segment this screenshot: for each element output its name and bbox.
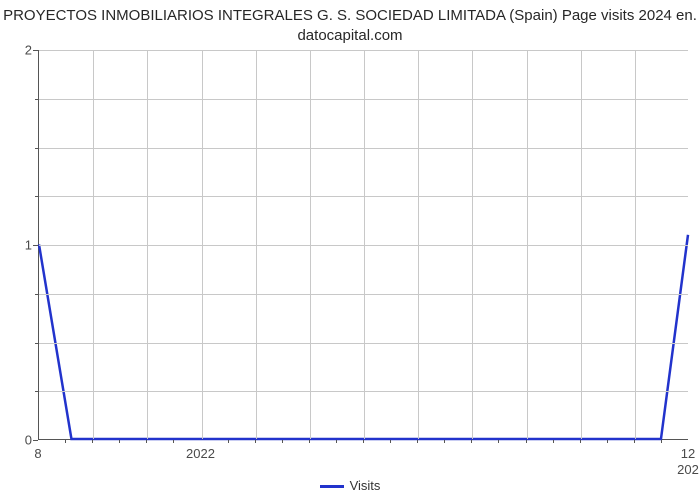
x-minor-tick-mark	[282, 440, 283, 443]
x-minor-tick-mark	[526, 440, 527, 443]
y-tick-mark	[33, 440, 38, 441]
y-tick-label: 2	[12, 43, 32, 58]
y-minor-tick-mark	[35, 294, 38, 295]
gridline-vertical	[527, 50, 528, 439]
x-minor-tick-mark	[173, 440, 174, 443]
y-tick-label: 1	[12, 238, 32, 253]
gridline-vertical	[147, 50, 148, 439]
chart-container: PROYECTOS INMOBILIARIOS INTEGRALES G. S.…	[0, 0, 700, 500]
gridline-vertical	[202, 50, 203, 439]
chart-title: PROYECTOS INMOBILIARIOS INTEGRALES G. S.…	[0, 6, 700, 45]
title-line-1: PROYECTOS INMOBILIARIOS INTEGRALES G. S.…	[3, 7, 697, 24]
y-tick-mark	[33, 245, 38, 246]
x-minor-tick-mark	[228, 440, 229, 443]
y-tick-label: 0	[12, 433, 32, 448]
x-minor-tick-mark	[580, 440, 581, 443]
x-minor-tick-mark	[92, 440, 93, 443]
legend-swatch	[320, 485, 344, 488]
x-minor-tick-mark	[661, 440, 662, 443]
x-minor-tick-mark	[65, 440, 66, 443]
gridline-vertical	[472, 50, 473, 439]
x-minor-tick-mark	[336, 440, 337, 443]
x-minor-tick-mark	[634, 440, 635, 443]
x-minor-tick-mark	[553, 440, 554, 443]
y-minor-tick-mark	[35, 196, 38, 197]
x-tick-label: 12	[681, 446, 695, 461]
x-minor-tick-mark	[607, 440, 608, 443]
gridline-vertical	[418, 50, 419, 439]
gridline-vertical	[256, 50, 257, 439]
title-line-2: datocapital.com	[297, 27, 402, 44]
x-minor-tick-mark	[417, 440, 418, 443]
x-secondary-label: 202	[677, 462, 699, 477]
gridline-vertical	[364, 50, 365, 439]
gridline-vertical	[310, 50, 311, 439]
x-minor-tick-mark	[498, 440, 499, 443]
x-minor-tick-mark	[390, 440, 391, 443]
x-minor-tick-mark	[255, 440, 256, 443]
y-minor-tick-mark	[35, 99, 38, 100]
gridline-vertical	[93, 50, 94, 439]
y-minor-tick-mark	[35, 148, 38, 149]
x-minor-tick-mark	[309, 440, 310, 443]
x-minor-tick-mark	[146, 440, 147, 443]
legend-label: Visits	[350, 478, 381, 493]
x-tick-label: 2022	[186, 446, 215, 461]
x-tick-label: 8	[34, 446, 41, 461]
x-minor-tick-mark	[363, 440, 364, 443]
x-minor-tick-mark	[444, 440, 445, 443]
y-minor-tick-mark	[35, 391, 38, 392]
x-minor-tick-mark	[471, 440, 472, 443]
gridline-vertical	[581, 50, 582, 439]
y-minor-tick-mark	[35, 343, 38, 344]
legend: Visits	[0, 478, 700, 493]
x-minor-tick-mark	[119, 440, 120, 443]
gridline-vertical	[635, 50, 636, 439]
y-tick-mark	[33, 50, 38, 51]
plot-area	[38, 50, 688, 440]
